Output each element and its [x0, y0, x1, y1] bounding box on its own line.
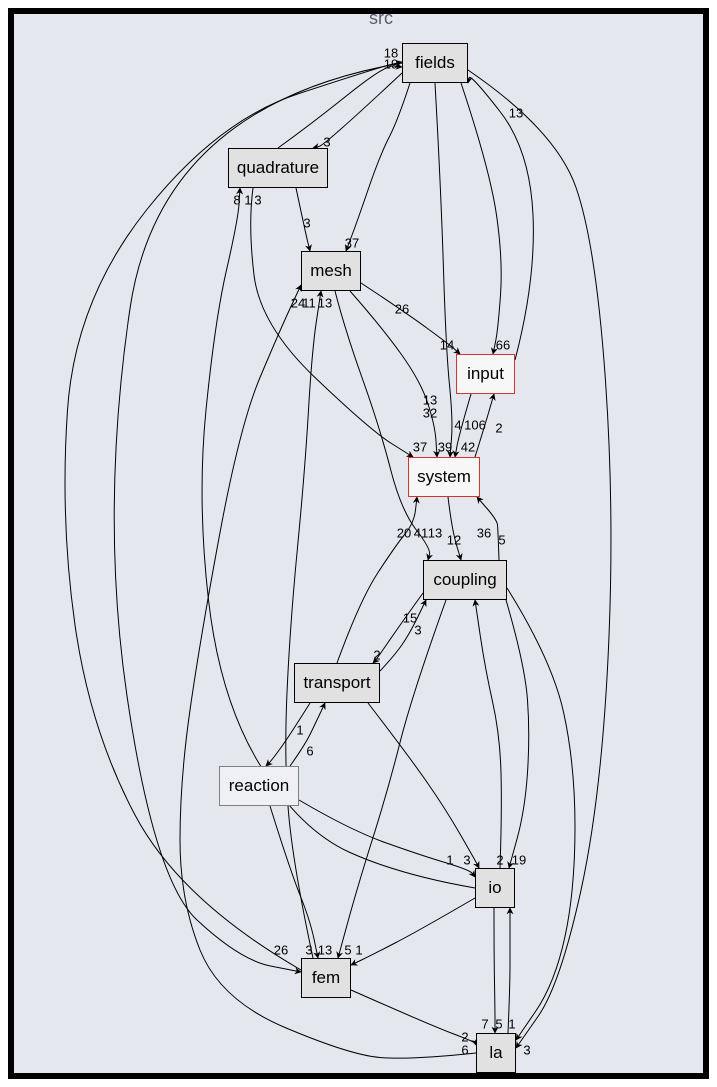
- edge-label: 26: [274, 943, 288, 958]
- edge-label: 6: [306, 744, 313, 759]
- edge-label: 39: [438, 440, 452, 455]
- edge-label: 66: [496, 338, 510, 353]
- edge-label: 36: [477, 526, 491, 541]
- edge-label: 2: [495, 421, 502, 436]
- node-mesh[interactable]: mesh: [301, 251, 361, 291]
- edge-label: 1: [446, 853, 453, 868]
- node-system[interactable]: system: [408, 457, 480, 497]
- node-label: reaction: [229, 776, 289, 796]
- node-label: mesh: [310, 261, 352, 281]
- edge-label: 3: [254, 193, 261, 208]
- outer-frame: [8, 8, 709, 1079]
- node-label: la: [489, 1043, 502, 1063]
- node-la[interactable]: la: [476, 1033, 516, 1073]
- edge-label: 7: [481, 1017, 488, 1032]
- edge-label: 13: [509, 106, 523, 121]
- edge-label: 18: [384, 46, 398, 61]
- edge-label: 1: [296, 723, 303, 738]
- edge-label: 19: [512, 853, 526, 868]
- edge-label: 6: [461, 1043, 468, 1058]
- edge-label: 20: [397, 526, 411, 541]
- edge-label: 13: [428, 526, 442, 541]
- node-transport[interactable]: transport: [294, 663, 380, 703]
- diagram-root: src fields quadrature mesh input system coupl…: [0, 0, 717, 1087]
- edge-label: 14: [440, 338, 454, 353]
- edge-label: 11: [302, 296, 316, 311]
- edge-label: 13: [318, 296, 332, 311]
- edge-label: 106: [464, 418, 486, 433]
- edge-label: 5: [344, 943, 351, 958]
- edge-label: 3: [523, 1043, 530, 1058]
- node-label: fem: [312, 968, 340, 988]
- node-fem[interactable]: fem: [301, 958, 351, 998]
- node-label: coupling: [433, 570, 496, 590]
- edge-label: 32: [423, 406, 437, 421]
- node-reaction[interactable]: reaction: [219, 766, 299, 806]
- edge-label: 1: [244, 193, 251, 208]
- edge-label: 12: [447, 533, 461, 548]
- edge-label: 13: [318, 943, 332, 958]
- node-label: input: [467, 364, 504, 384]
- edge-label: 41: [414, 526, 428, 541]
- node-label: transport: [303, 673, 370, 693]
- edge-label: 4: [454, 418, 461, 433]
- edge-label: 1: [508, 1017, 515, 1032]
- edge-label: 3: [303, 216, 310, 231]
- edge-label: 1: [355, 943, 362, 958]
- diagram-title: src: [369, 8, 393, 29]
- node-fields[interactable]: fields: [402, 43, 468, 83]
- edge-label: 3: [414, 623, 421, 638]
- edge-label: 2: [496, 853, 503, 868]
- edge-label: 37: [413, 440, 427, 455]
- edge-label: 3: [305, 943, 312, 958]
- edge-label: 42: [461, 440, 475, 455]
- edge-label: 26: [395, 302, 409, 317]
- edge-label: 5: [495, 1017, 502, 1032]
- edge-label: 2: [373, 648, 380, 663]
- node-label: io: [488, 878, 501, 898]
- node-label: quadrature: [237, 158, 319, 178]
- edge-label: 5: [498, 533, 505, 548]
- node-coupling[interactable]: coupling: [423, 560, 507, 600]
- edge-label: 37: [345, 236, 359, 251]
- node-io[interactable]: io: [475, 868, 515, 908]
- edge-label: 3: [323, 135, 330, 150]
- node-input[interactable]: input: [456, 354, 515, 394]
- node-label: system: [417, 467, 471, 487]
- node-label: fields: [415, 53, 455, 73]
- edge-label: 8: [233, 193, 240, 208]
- edge-label: 3: [463, 853, 470, 868]
- node-quadrature[interactable]: quadrature: [228, 148, 328, 188]
